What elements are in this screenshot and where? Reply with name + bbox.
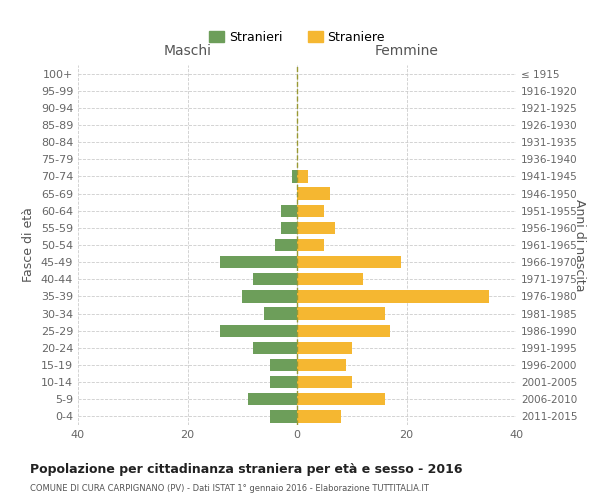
- Bar: [297, 170, 308, 182]
- Bar: [297, 188, 330, 200]
- Bar: [297, 376, 352, 388]
- Text: Maschi: Maschi: [163, 44, 212, 58]
- Y-axis label: Anni di nascita: Anni di nascita: [573, 198, 586, 291]
- Text: Femmine: Femmine: [374, 44, 439, 58]
- Bar: [275, 239, 297, 251]
- Bar: [297, 410, 341, 422]
- Bar: [297, 342, 352, 354]
- Bar: [242, 290, 297, 302]
- Bar: [269, 376, 297, 388]
- Bar: [297, 324, 390, 337]
- Bar: [253, 273, 297, 285]
- Bar: [220, 256, 297, 268]
- Bar: [220, 324, 297, 337]
- Bar: [264, 308, 297, 320]
- Bar: [297, 204, 325, 217]
- Text: Popolazione per cittadinanza straniera per età e sesso - 2016: Popolazione per cittadinanza straniera p…: [30, 462, 463, 475]
- Bar: [281, 204, 297, 217]
- Text: COMUNE DI CURA CARPIGNANO (PV) - Dati ISTAT 1° gennaio 2016 - Elaborazione TUTTI: COMUNE DI CURA CARPIGNANO (PV) - Dati IS…: [30, 484, 429, 493]
- Bar: [248, 393, 297, 406]
- Legend: Stranieri, Straniere: Stranieri, Straniere: [203, 24, 391, 50]
- Bar: [297, 239, 325, 251]
- Bar: [297, 273, 362, 285]
- Bar: [269, 410, 297, 422]
- Bar: [297, 393, 385, 406]
- Bar: [269, 359, 297, 371]
- Bar: [292, 170, 297, 182]
- Bar: [297, 359, 346, 371]
- Y-axis label: Fasce di età: Fasce di età: [22, 208, 35, 282]
- Bar: [281, 222, 297, 234]
- Bar: [297, 308, 385, 320]
- Bar: [297, 256, 401, 268]
- Bar: [297, 222, 335, 234]
- Bar: [253, 342, 297, 354]
- Bar: [297, 290, 488, 302]
